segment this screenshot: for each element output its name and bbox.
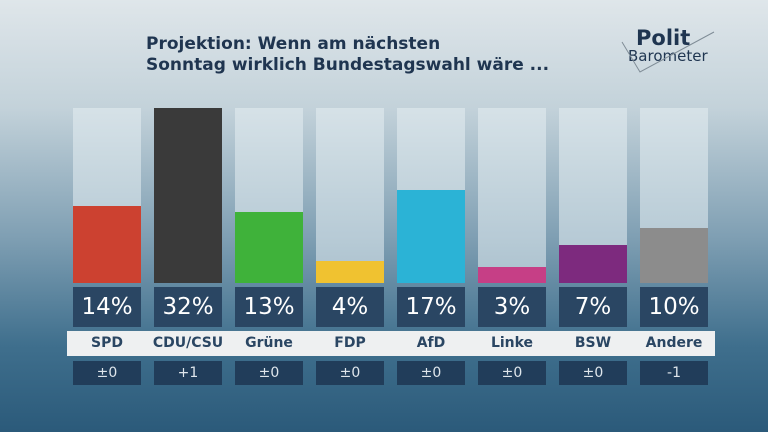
value-label: 4% bbox=[316, 287, 384, 327]
politbarometer-logo: Polit Barometer bbox=[621, 26, 715, 73]
value-label: 17% bbox=[397, 287, 465, 327]
chart-title: Projektion: Wenn am nächsten Sonntag wir… bbox=[146, 34, 549, 76]
category-label: FDP bbox=[334, 335, 366, 351]
logo-text-polit: Polit bbox=[636, 26, 691, 50]
bar-andere bbox=[640, 228, 708, 283]
category-label: Linke bbox=[490, 335, 534, 351]
bar-fdp bbox=[316, 261, 384, 283]
value-label: 10% bbox=[640, 287, 708, 327]
change-label: ±0 bbox=[397, 361, 465, 385]
value-label: 7% bbox=[559, 287, 627, 327]
change-label: ±0 bbox=[73, 361, 141, 385]
category-label: SPD bbox=[91, 335, 123, 351]
bar-spd bbox=[73, 206, 141, 283]
bar-bsw bbox=[559, 244, 627, 283]
logo-text-barometer: Barometer bbox=[628, 47, 708, 65]
change-label: -1 bbox=[640, 361, 708, 385]
party-label-strip bbox=[67, 331, 715, 356]
value-label: 14% bbox=[73, 287, 141, 327]
category-label: BSW bbox=[574, 335, 612, 351]
value-label: 13% bbox=[235, 287, 303, 327]
change-label: ±0 bbox=[559, 361, 627, 385]
value-label: 32% bbox=[154, 287, 222, 327]
bar-afd bbox=[397, 190, 465, 283]
bar-grne bbox=[235, 211, 303, 283]
change-label: ±0 bbox=[478, 361, 546, 385]
change-label: ±0 bbox=[316, 361, 384, 385]
category-label: CDU/CSU bbox=[152, 335, 224, 351]
bar-track bbox=[478, 108, 546, 283]
bar-linke bbox=[478, 266, 546, 283]
category-label: AfD bbox=[416, 335, 446, 351]
title-line-2: Sonntag wirklich Bundestagswahl wäre ... bbox=[146, 55, 550, 75]
change-label: +1 bbox=[154, 361, 222, 385]
bar-track bbox=[316, 108, 384, 283]
category-label: Andere bbox=[645, 335, 703, 351]
bar-cducsu bbox=[154, 108, 222, 283]
check-mark-icon bbox=[621, 31, 715, 73]
value-label: 3% bbox=[478, 287, 546, 327]
title-line-1: Projektion: Wenn am nächsten bbox=[146, 34, 441, 54]
category-label: Grüne bbox=[245, 335, 293, 351]
change-label: ±0 bbox=[235, 361, 303, 385]
